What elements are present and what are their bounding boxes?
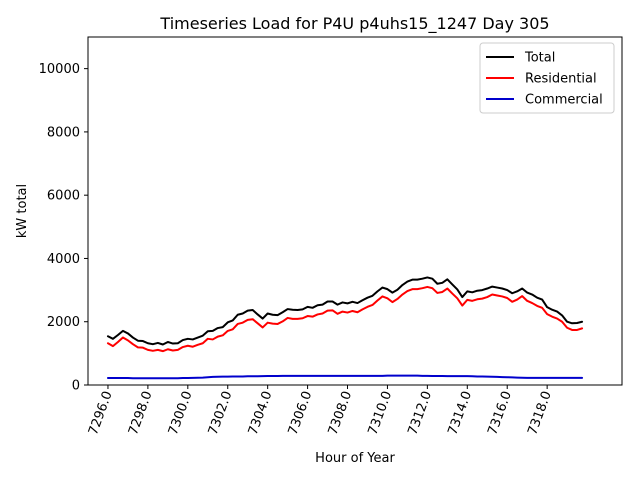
legend-label-total: Total <box>524 51 555 66</box>
x-axis-label: Hour of Year <box>315 451 395 466</box>
y-tick-label: 10000 <box>39 62 80 77</box>
legend: Total Residential Commercial <box>479 42 615 114</box>
y-tick-label: 6000 <box>47 189 80 204</box>
series-line-residential <box>106 285 584 353</box>
y-axis-label: kW total <box>15 184 30 238</box>
y-tick-label: 0 <box>72 379 80 394</box>
chart-title: Timeseries Load for P4U p4uhs15_1247 Day… <box>159 14 549 34</box>
series-line-total <box>106 276 584 346</box>
series-line-commercial <box>106 374 584 380</box>
legend-box <box>479 42 615 114</box>
y-tick-label: 4000 <box>47 252 80 267</box>
legend-label-commercial: Commercial <box>525 93 603 108</box>
legend-label-residential: Residential <box>525 72 597 87</box>
y-tick-label: 2000 <box>47 315 80 330</box>
y-tick-label: 8000 <box>47 125 80 140</box>
plot-area-frame <box>87 36 623 386</box>
series-lines <box>106 276 584 380</box>
